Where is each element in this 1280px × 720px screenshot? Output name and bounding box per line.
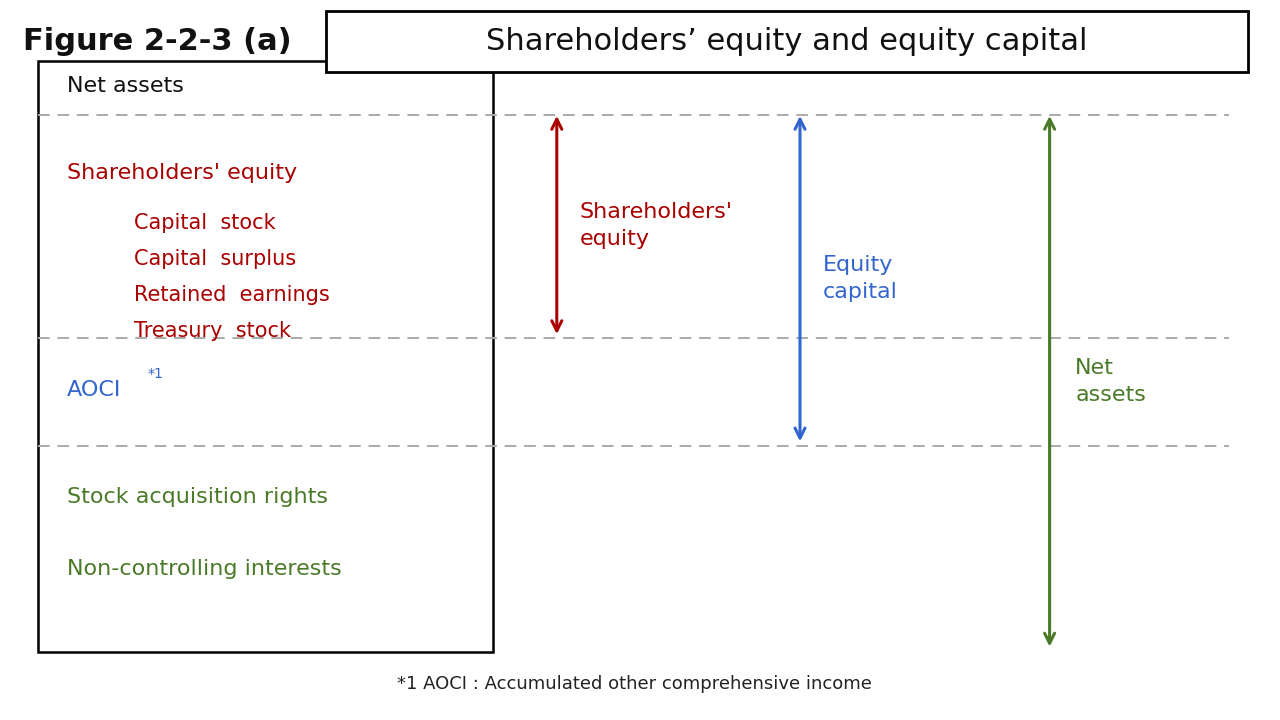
Text: Figure 2-2-3 (a): Figure 2-2-3 (a): [23, 27, 292, 56]
Text: Treasury  stock: Treasury stock: [134, 321, 292, 341]
FancyBboxPatch shape: [38, 61, 493, 652]
Text: Net
assets: Net assets: [1075, 359, 1146, 405]
FancyBboxPatch shape: [326, 11, 1248, 72]
Text: *1 AOCI : Accumulated other comprehensive income: *1 AOCI : Accumulated other comprehensiv…: [397, 675, 872, 693]
Text: Retained  earnings: Retained earnings: [134, 285, 330, 305]
Text: Equity
capital: Equity capital: [823, 256, 897, 302]
Text: Capital  stock: Capital stock: [134, 213, 276, 233]
Text: Shareholders' equity: Shareholders' equity: [67, 163, 297, 183]
Text: Capital  surplus: Capital surplus: [134, 249, 297, 269]
Text: AOCI: AOCI: [67, 380, 120, 400]
Text: Stock acquisition rights: Stock acquisition rights: [67, 487, 328, 507]
Text: Shareholders'
equity: Shareholders' equity: [580, 202, 733, 248]
Text: Shareholders’ equity and equity capital: Shareholders’ equity and equity capital: [486, 27, 1088, 56]
Text: Net assets: Net assets: [67, 76, 183, 96]
Text: Non-controlling interests: Non-controlling interests: [67, 559, 342, 579]
Text: *1: *1: [147, 367, 163, 382]
